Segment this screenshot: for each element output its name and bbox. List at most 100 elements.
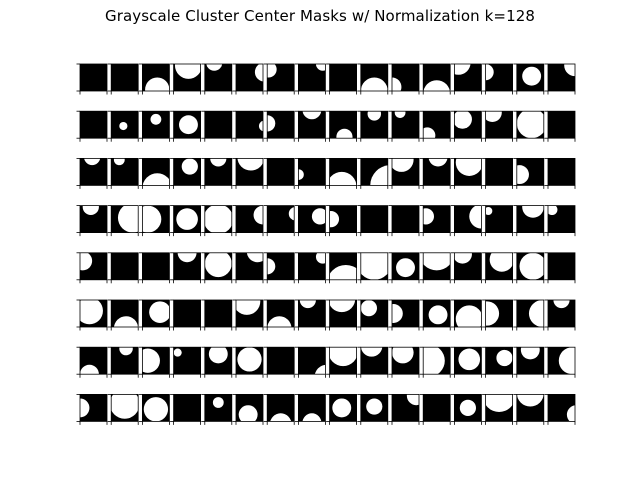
- mask-blob: [566, 405, 575, 422]
- mask-cell-31: [544, 110, 576, 142]
- mask-cell-53: [232, 205, 264, 237]
- mask-blob: [237, 158, 263, 171]
- mask-cell-67: [170, 252, 202, 284]
- mask-frame: [360, 157, 389, 186]
- mask-cell-55: [294, 205, 326, 237]
- mask-cell-104: [326, 346, 358, 378]
- mask-frame: [485, 346, 514, 375]
- mask-cell-100: [201, 346, 233, 378]
- mask-cell-39: [294, 157, 326, 189]
- mask-frame: [204, 299, 233, 328]
- mask-blob: [149, 301, 170, 323]
- mask-cell-21: [232, 110, 264, 142]
- mask-background: [360, 205, 388, 233]
- mask-cell-74: [388, 252, 420, 284]
- mask-blob: [336, 128, 353, 139]
- mask-frame: [329, 393, 358, 422]
- mask-frame: [329, 157, 358, 186]
- mask-frame: [516, 110, 545, 139]
- mask-frame: [297, 252, 326, 281]
- mask-frame: [79, 205, 108, 234]
- mask-frame: [391, 110, 420, 139]
- mask-cell-13: [482, 63, 514, 95]
- mask-frame: [297, 393, 326, 422]
- mask-frame: [547, 252, 576, 281]
- mask-blob: [206, 64, 223, 71]
- mask-cell-126: [513, 393, 545, 425]
- mask-frame: [485, 157, 514, 186]
- mask-blob: [174, 64, 201, 79]
- mask-cell-106: [388, 346, 420, 378]
- mask-cell-83: [170, 299, 202, 331]
- mask-cell-3: [170, 63, 202, 95]
- mask-frame: [453, 110, 482, 139]
- mask-frame: [391, 299, 420, 328]
- mask-frame: [235, 299, 264, 328]
- mask-cell-80: [76, 299, 108, 331]
- mask-cell-95: [544, 299, 576, 331]
- mask-background: [111, 64, 139, 91]
- mask-frame: [391, 393, 420, 422]
- mask-cell-10: [388, 63, 420, 95]
- mask-frame: [547, 393, 576, 422]
- mask-blob: [236, 300, 261, 315]
- mask-blob: [485, 206, 493, 216]
- mask-cell-82: [138, 299, 170, 331]
- mask-cell-85: [232, 299, 264, 331]
- mask-frame: [297, 205, 326, 234]
- mask-frame: [235, 252, 264, 281]
- mask-cell-63: [544, 205, 576, 237]
- mask-cell-121: [357, 393, 389, 425]
- mask-frame: [173, 346, 202, 375]
- mask-blob: [394, 111, 406, 118]
- mask-frame: [141, 110, 170, 139]
- mask-background: [204, 300, 232, 327]
- mask-frame: [110, 299, 139, 328]
- mask-background: [548, 158, 575, 186]
- mask-blob: [485, 394, 513, 412]
- mask-frame: [110, 63, 139, 92]
- mask-blob: [117, 205, 139, 233]
- mask-cell-117: [232, 393, 264, 425]
- mask-blob: [392, 158, 414, 172]
- mask-cell-43: [419, 157, 451, 189]
- mask-cell-98: [138, 346, 170, 378]
- mask-blob: [329, 347, 357, 367]
- mask-frame: [329, 299, 358, 328]
- mask-frame: [297, 157, 326, 186]
- mask-blob: [558, 347, 575, 375]
- mask-cell-91: [419, 299, 451, 331]
- mask-frame: [141, 63, 170, 92]
- mask-cell-125: [482, 393, 514, 425]
- mask-frame: [360, 205, 389, 234]
- mask-blob: [176, 208, 198, 230]
- mask-blob: [145, 77, 170, 91]
- mask-blob: [142, 173, 170, 186]
- mask-cell-81: [107, 299, 139, 331]
- mask-cell-51: [170, 205, 202, 237]
- mask-frame: [204, 205, 233, 234]
- mask-blob: [553, 300, 570, 309]
- mask-cell-62: [513, 205, 545, 237]
- mask-cell-35: [170, 157, 202, 189]
- mask-frame: [547, 205, 576, 234]
- mask-cell-92: [450, 299, 482, 331]
- mask-blob: [496, 349, 513, 367]
- mask-blob: [267, 258, 276, 275]
- mask-frame: [79, 157, 108, 186]
- mask-blob: [288, 207, 295, 221]
- mask-background: [548, 111, 575, 139]
- mask-cell-40: [326, 157, 358, 189]
- mask-blob: [80, 398, 90, 418]
- mask-frame: [516, 393, 545, 422]
- mask-blob: [212, 397, 224, 408]
- mask-frame: [329, 346, 358, 375]
- mask-cell-99: [170, 346, 202, 378]
- mask-frame: [141, 252, 170, 281]
- mask-cell-75: [419, 252, 451, 284]
- mask-frame: [204, 393, 233, 422]
- mask-frame: [360, 346, 389, 375]
- mask-blob: [302, 111, 322, 120]
- mask-frame: [204, 110, 233, 139]
- mask-blob: [519, 252, 544, 280]
